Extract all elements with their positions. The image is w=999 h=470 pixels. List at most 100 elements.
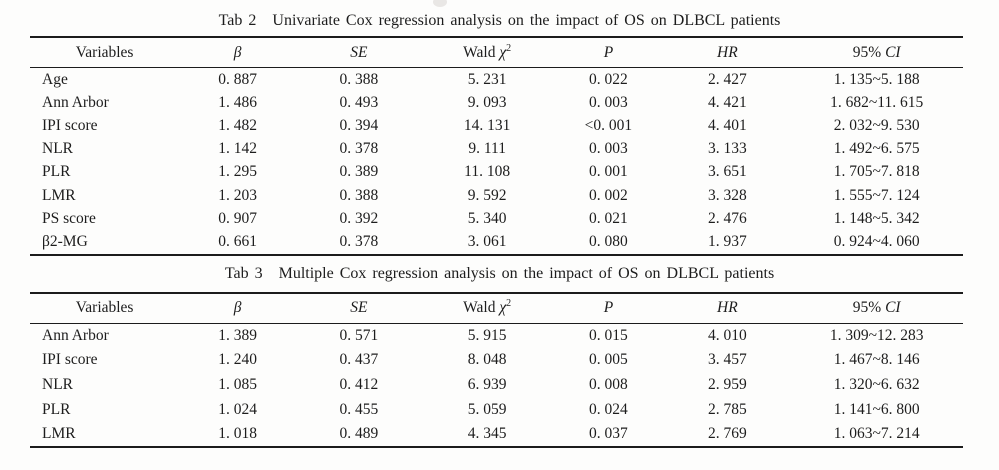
value-cell: 0. 437: [339, 351, 379, 369]
value-cell: 0. 378: [339, 140, 379, 158]
value-cell: 1. 937: [708, 232, 747, 250]
value-cell: 4. 401: [708, 116, 747, 134]
value-cell: 0. 037: [589, 425, 628, 443]
variable-cell: NLR: [42, 140, 73, 158]
value-cell: 4. 345: [467, 425, 507, 443]
value-cell: 4. 421: [708, 93, 747, 111]
univariate-cox-table: Variables β SE Wald χ2 P HR 95% CI Age 0. 887 0.…: [30, 36, 963, 256]
column-header: Wald χ2: [421, 292, 553, 324]
variable-cell: PLR: [42, 400, 71, 418]
table-row: Ann Arbor 1. 486 0. 493 9. 093 0. 003 4. 421 1…: [30, 91, 963, 114]
table-row: PS score 0. 907 0. 392 5. 340 0. 021 2. 476 1.…: [30, 207, 963, 230]
value-cell: 1. 555~7. 124: [833, 186, 920, 204]
value-cell: 0. 455: [339, 400, 379, 418]
value-cell: 2. 785: [708, 400, 747, 418]
value-cell: 1. 141~6. 800: [833, 400, 920, 418]
value-cell: 6. 939: [467, 375, 507, 393]
value-cell: 0. 008: [589, 375, 628, 393]
value-cell: 0. 388: [339, 70, 379, 88]
value-cell: 1. 482: [218, 116, 257, 134]
value-cell: 0. 002: [589, 186, 628, 204]
value-cell: 0. 571: [339, 326, 379, 344]
variable-cell: Age: [42, 70, 68, 88]
value-cell: <0. 001: [584, 116, 633, 134]
column-header: 95% CI: [790, 292, 963, 324]
tab3-title-tag: Tab 3: [224, 264, 263, 282]
table-row: LMR 1. 203 0. 388 9. 592 0. 002 3. 328 1. 555~…: [30, 184, 963, 207]
value-cell: 1. 142: [218, 140, 257, 158]
variable-cell: IPI score: [42, 351, 98, 369]
value-cell: 1. 295: [218, 163, 257, 181]
value-cell: 0. 001: [589, 163, 628, 181]
value-cell: 3. 457: [708, 351, 747, 369]
value-cell: 1. 492~6. 575: [833, 140, 920, 158]
value-cell: 0. 005: [589, 351, 628, 369]
variable-cell: LMR: [42, 425, 76, 443]
value-cell: 1. 389: [218, 326, 257, 344]
column-header: β: [179, 292, 296, 324]
variable-cell: PLR: [42, 163, 71, 181]
value-cell: 0. 924~4. 060: [833, 232, 920, 250]
column-header: SE: [295, 292, 422, 324]
value-cell: 0. 015: [589, 326, 628, 344]
tab3-title: Tab 3 Multiple Cox regression analysis on…: [0, 256, 999, 292]
value-cell: 0. 394: [339, 116, 379, 134]
value-cell: 1. 705~7. 818: [833, 163, 920, 181]
scan-artifact: [433, 0, 447, 7]
column-header: Variables: [30, 37, 180, 68]
value-cell: 3. 651: [708, 163, 747, 181]
value-cell: 1. 085: [218, 375, 257, 393]
column-header: HR: [664, 37, 791, 68]
value-cell: 1. 063~7. 214: [833, 425, 920, 443]
value-cell: 0. 080: [589, 232, 628, 250]
value-cell: 1. 240: [218, 351, 257, 369]
value-cell: 1. 320~6. 632: [833, 375, 920, 393]
value-cell: 0. 003: [589, 140, 628, 158]
value-cell: 0. 489: [339, 425, 379, 443]
column-header: Variables: [30, 292, 180, 324]
value-cell: 11. 108: [464, 163, 511, 181]
value-cell: 9. 592: [467, 186, 507, 204]
value-cell: 9. 111: [468, 140, 506, 158]
column-header: SE: [295, 37, 422, 68]
table-row: NLR 1. 142 0. 378 9. 111 0. 003 3. 133 1. 492~…: [30, 138, 963, 161]
table-row: PLR 1. 295 0. 389 11. 108 0. 001 3. 651 1. 705…: [30, 161, 963, 184]
value-cell: 3. 328: [708, 186, 747, 204]
column-header: HR: [664, 292, 791, 324]
variable-cell: Ann Arbor: [42, 326, 109, 344]
table-row: LMR 1. 018 0. 489 4. 345 0. 037 2. 769 1. 063~…: [30, 422, 963, 448]
table-row: IPI score 1. 240 0. 437 8. 048 0. 005 3. 457 1…: [30, 348, 963, 373]
tab2-title: Tab 2 Univariate Cox regression analysis …: [0, 0, 999, 36]
value-cell: 0. 024: [589, 400, 628, 418]
value-cell: 2. 959: [708, 375, 747, 393]
column-header: P: [552, 37, 665, 68]
header-row: Variables β SE Wald χ2 P HR 95% CI: [30, 37, 963, 68]
value-cell: 0. 907: [218, 209, 257, 227]
value-cell: 1. 018: [218, 425, 257, 443]
value-cell: 1. 148~5. 342: [833, 209, 920, 227]
value-cell: 1. 467~8. 146: [833, 351, 920, 369]
value-cell: 0. 887: [218, 70, 257, 88]
value-cell: 8. 048: [467, 351, 507, 369]
multivariate-cox-table: Variables β SE Wald χ2 P HR 95% CI Ann Arbor 1.…: [30, 291, 963, 449]
value-cell: 0. 003: [589, 93, 628, 111]
value-cell: 3. 133: [708, 140, 747, 158]
value-cell: 1. 486: [218, 93, 257, 111]
table-row: PLR 1. 024 0. 455 5. 059 0. 024 2. 785 1. 141~…: [30, 397, 963, 422]
value-cell: 1. 024: [218, 400, 257, 418]
value-cell: 0. 392: [339, 209, 379, 227]
value-cell: 2. 427: [708, 70, 747, 88]
table-row: IPI score 1. 482 0. 394 14. 131 <0. 001 4. 40…: [30, 114, 963, 137]
table-row: Ann Arbor 1. 389 0. 571 5. 915 0. 015 4. 010 1…: [30, 323, 963, 348]
tab2-title-text: Univariate Cox regression analysis on th…: [272, 12, 781, 29]
column-header: 95% CI: [790, 37, 963, 68]
value-cell: 0. 493: [339, 93, 379, 111]
value-cell: 9. 093: [467, 93, 507, 111]
table-row: β2-MG 0. 661 0. 378 3. 061 0. 080 1. 937 0. 92…: [30, 230, 963, 254]
value-cell: 0. 412: [339, 375, 379, 393]
value-cell: 0. 021: [589, 209, 628, 227]
value-cell: 2. 476: [708, 209, 747, 227]
value-cell: 0. 378: [339, 232, 379, 250]
variable-cell: β2-MG: [42, 232, 88, 250]
